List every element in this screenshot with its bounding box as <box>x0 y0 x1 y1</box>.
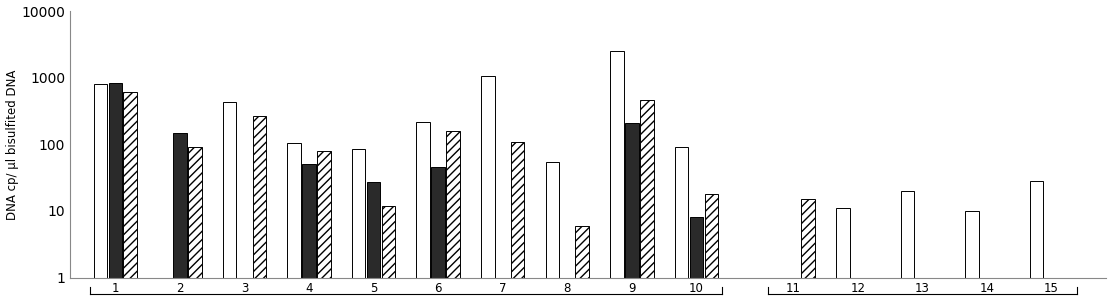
Bar <box>367 182 380 301</box>
Bar <box>901 191 914 301</box>
Bar <box>173 132 187 301</box>
Bar <box>1030 181 1043 301</box>
Bar <box>446 131 459 301</box>
Bar <box>689 217 703 301</box>
Bar <box>381 206 395 301</box>
Bar <box>481 76 495 301</box>
Bar <box>417 122 430 301</box>
Bar <box>641 100 654 301</box>
Bar <box>546 162 559 301</box>
Bar <box>610 51 624 301</box>
Bar <box>188 147 201 301</box>
Bar <box>351 149 366 301</box>
Bar <box>705 194 718 301</box>
Bar <box>252 116 266 301</box>
Bar <box>222 102 236 301</box>
Y-axis label: DNA cp/ μl bisulfited DNA: DNA cp/ μl bisulfited DNA <box>6 69 19 219</box>
Bar <box>510 141 525 301</box>
Bar <box>317 151 330 301</box>
Bar <box>802 199 815 301</box>
Bar <box>431 167 445 301</box>
Bar <box>836 208 850 301</box>
Bar <box>965 211 979 301</box>
Bar <box>625 123 638 301</box>
Bar <box>123 92 137 301</box>
Bar <box>287 143 301 301</box>
Bar <box>675 147 688 301</box>
Bar <box>302 164 316 301</box>
Bar <box>93 84 107 301</box>
Bar <box>575 226 589 301</box>
Bar <box>109 83 122 301</box>
